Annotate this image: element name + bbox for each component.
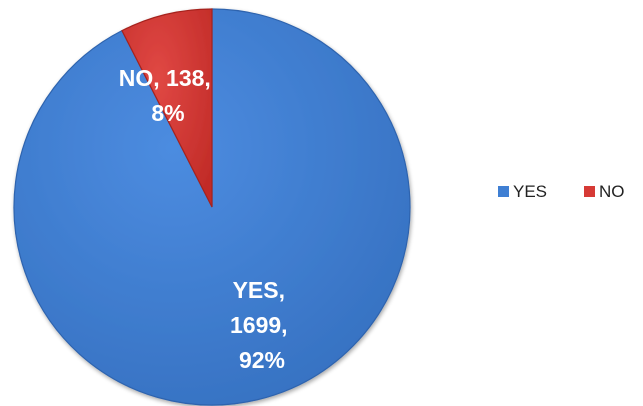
legend-item-yes: YES (498, 182, 547, 201)
legend-swatch-yes (498, 186, 509, 197)
legend-label-no: NO (599, 182, 625, 201)
legend-label-yes: YES (513, 182, 547, 201)
data-label-yes: YES, 1699, 92% (230, 277, 294, 373)
legend-item-no: NO (584, 182, 625, 201)
legend: YES NO (498, 182, 625, 201)
legend-swatch-no (584, 186, 595, 197)
pie-slice-no (121, 8, 213, 208)
data-label-no-line1: NO, 138, (119, 65, 211, 91)
data-label-yes-line1: YES, (233, 277, 285, 303)
data-label-yes-line3: 92% (239, 347, 285, 373)
data-label-no-line2: 8% (151, 100, 184, 126)
data-label-yes-line2: 1699, (230, 312, 288, 338)
data-label-no: NO, 138, 8% (119, 65, 217, 126)
